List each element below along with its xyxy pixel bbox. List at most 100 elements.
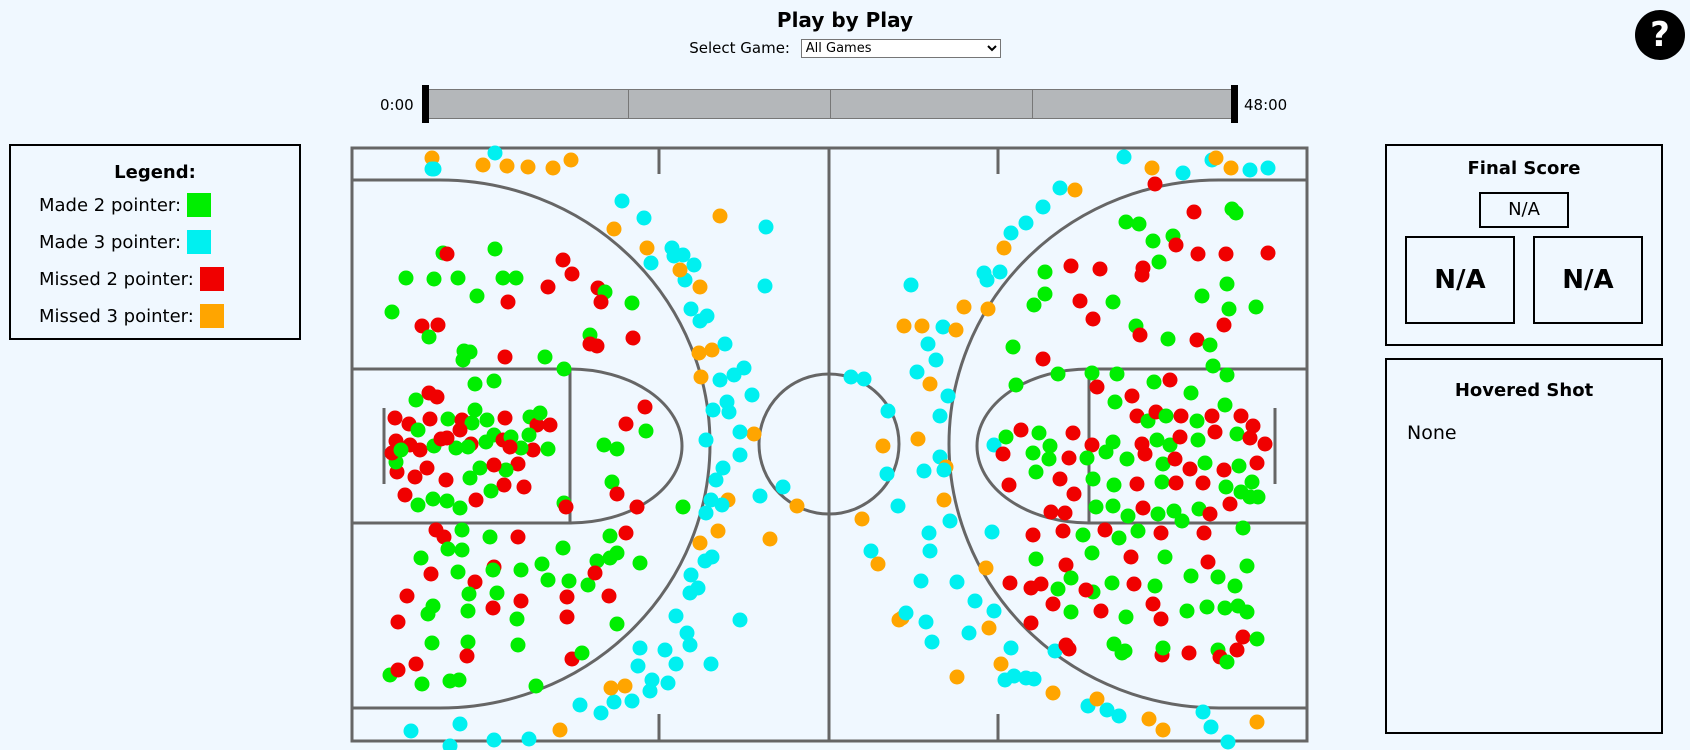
missed-2-shot[interactable]	[1186, 204, 1202, 220]
made-3-shot[interactable]	[979, 272, 995, 288]
made-3-shot[interactable]	[1195, 704, 1211, 720]
made-2-shot[interactable]	[1119, 451, 1135, 467]
missed-3-shot[interactable]	[1141, 711, 1157, 727]
missed-2-shot[interactable]	[559, 609, 575, 625]
made-3-shot[interactable]	[679, 625, 695, 641]
made-3-shot[interactable]	[1018, 215, 1034, 231]
missed-2-shot[interactable]	[1260, 245, 1276, 261]
missed-2-shot[interactable]	[609, 486, 625, 502]
missed-2-shot[interactable]	[412, 442, 428, 458]
made-2-shot[interactable]	[1149, 432, 1165, 448]
missed-3-shot[interactable]	[691, 345, 707, 361]
made-3-shot[interactable]	[1260, 160, 1276, 176]
made-2-shot[interactable]	[479, 412, 495, 428]
made-2-shot[interactable]	[1242, 489, 1258, 505]
made-3-shot[interactable]	[698, 505, 714, 521]
made-2-shot[interactable]	[1084, 545, 1100, 561]
made-2-shot[interactable]	[1028, 464, 1044, 480]
missed-2-shot[interactable]	[1063, 258, 1079, 274]
missed-2-shot[interactable]	[601, 588, 617, 604]
missed-2-shot[interactable]	[436, 529, 452, 545]
made-2-shot[interactable]	[632, 555, 648, 571]
made-3-shot[interactable]	[683, 301, 699, 317]
missed-2-shot[interactable]	[1196, 525, 1212, 541]
missed-2-shot[interactable]	[419, 460, 435, 476]
missed-2-shot[interactable]	[1043, 504, 1059, 520]
made-2-shot[interactable]	[1151, 254, 1167, 270]
made-2-shot[interactable]	[1028, 551, 1044, 567]
missed-2-shot[interactable]	[516, 479, 532, 495]
made-2-shot[interactable]	[1104, 575, 1120, 591]
made-2-shot[interactable]	[1179, 603, 1195, 619]
made-3-shot[interactable]	[703, 656, 719, 672]
made-3-shot[interactable]	[1242, 162, 1258, 178]
made-2-shot[interactable]	[426, 271, 442, 287]
made-3-shot[interactable]	[922, 543, 938, 559]
missed-2-shot[interactable]	[1153, 611, 1169, 627]
missed-2-shot[interactable]	[423, 566, 439, 582]
made-3-shot[interactable]	[606, 694, 622, 710]
made-2-shot[interactable]	[1037, 264, 1053, 280]
made-3-shot[interactable]	[712, 372, 728, 388]
timeline-start-handle[interactable]	[422, 85, 429, 123]
made-3-shot[interactable]	[690, 580, 706, 596]
missed-2-shot[interactable]	[422, 411, 438, 427]
missed-2-shot[interactable]	[1045, 596, 1061, 612]
made-3-shot[interactable]	[682, 637, 698, 653]
made-2-shot[interactable]	[1118, 214, 1134, 230]
missed-2-shot[interactable]	[1035, 351, 1051, 367]
made-3-shot[interactable]	[630, 658, 646, 674]
made-3-shot[interactable]	[732, 612, 748, 628]
made-2-shot[interactable]	[1183, 385, 1199, 401]
made-2-shot[interactable]	[1109, 366, 1125, 382]
missed-2-shot[interactable]	[1023, 615, 1039, 631]
made-2-shot[interactable]	[452, 500, 468, 516]
made-3-shot[interactable]	[736, 360, 752, 376]
made-3-shot[interactable]	[967, 593, 983, 609]
missed-3-shot[interactable]	[762, 531, 778, 547]
missed-2-shot[interactable]	[1057, 505, 1073, 521]
missed-2-shot[interactable]	[1085, 311, 1101, 327]
made-3-shot[interactable]	[1047, 643, 1063, 659]
missed-2-shot[interactable]	[408, 656, 424, 672]
made-2-shot[interactable]	[467, 402, 483, 418]
made-2-shot[interactable]	[1239, 604, 1255, 620]
missed-2-shot[interactable]	[510, 529, 526, 545]
missed-2-shot[interactable]	[1168, 237, 1184, 253]
missed-2-shot[interactable]	[513, 593, 529, 609]
missed-2-shot[interactable]	[397, 487, 413, 503]
made-3-shot[interactable]	[1099, 702, 1115, 718]
made-3-shot[interactable]	[757, 278, 773, 294]
made-3-shot[interactable]	[909, 364, 925, 380]
made-3-shot[interactable]	[949, 574, 965, 590]
made-3-shot[interactable]	[668, 656, 684, 672]
made-3-shot[interactable]	[936, 462, 952, 478]
made-2-shot[interactable]	[1244, 474, 1260, 490]
missed-2-shot[interactable]	[1153, 525, 1169, 541]
missed-2-shot[interactable]	[1167, 451, 1183, 467]
missed-2-shot[interactable]	[485, 600, 501, 616]
missed-2-shot[interactable]	[1181, 645, 1197, 661]
made-2-shot[interactable]	[528, 678, 544, 694]
made-3-shot[interactable]	[692, 313, 708, 329]
made-2-shot[interactable]	[1174, 513, 1190, 529]
missed-2-shot[interactable]	[429, 389, 445, 405]
help-button[interactable]: ?	[1635, 10, 1685, 60]
made-3-shot[interactable]	[898, 605, 914, 621]
made-2-shot[interactable]	[1111, 530, 1127, 546]
missed-3-shot[interactable]	[475, 157, 491, 173]
missed-2-shot[interactable]	[1135, 260, 1151, 276]
missed-2-shot[interactable]	[1013, 422, 1029, 438]
made-2-shot[interactable]	[589, 553, 605, 569]
missed-2-shot[interactable]	[558, 499, 574, 515]
made-2-shot[interactable]	[1117, 643, 1133, 659]
made-2-shot[interactable]	[1199, 599, 1215, 615]
missed-2-shot[interactable]	[1097, 522, 1113, 538]
made-3-shot[interactable]	[642, 683, 658, 699]
missed-2-shot[interactable]	[502, 439, 518, 455]
made-2-shot[interactable]	[1005, 339, 1021, 355]
timeline-end-handle[interactable]	[1231, 85, 1238, 123]
missed-3-shot[interactable]	[910, 431, 926, 447]
missed-3-shot[interactable]	[1067, 182, 1083, 198]
made-2-shot[interactable]	[454, 522, 470, 538]
